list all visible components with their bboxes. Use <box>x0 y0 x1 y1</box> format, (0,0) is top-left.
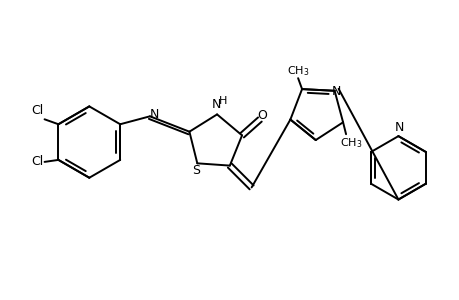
Text: N: N <box>394 121 403 134</box>
Text: CH$_3$: CH$_3$ <box>286 64 309 78</box>
Text: CH$_3$: CH$_3$ <box>339 136 362 150</box>
Text: S: S <box>192 164 200 177</box>
Text: N: N <box>331 85 341 98</box>
Text: O: O <box>257 109 266 122</box>
Text: Cl: Cl <box>31 104 44 117</box>
Text: Cl: Cl <box>31 155 44 168</box>
Text: H: H <box>218 95 227 106</box>
Text: N: N <box>150 108 159 121</box>
Text: N: N <box>211 98 220 111</box>
